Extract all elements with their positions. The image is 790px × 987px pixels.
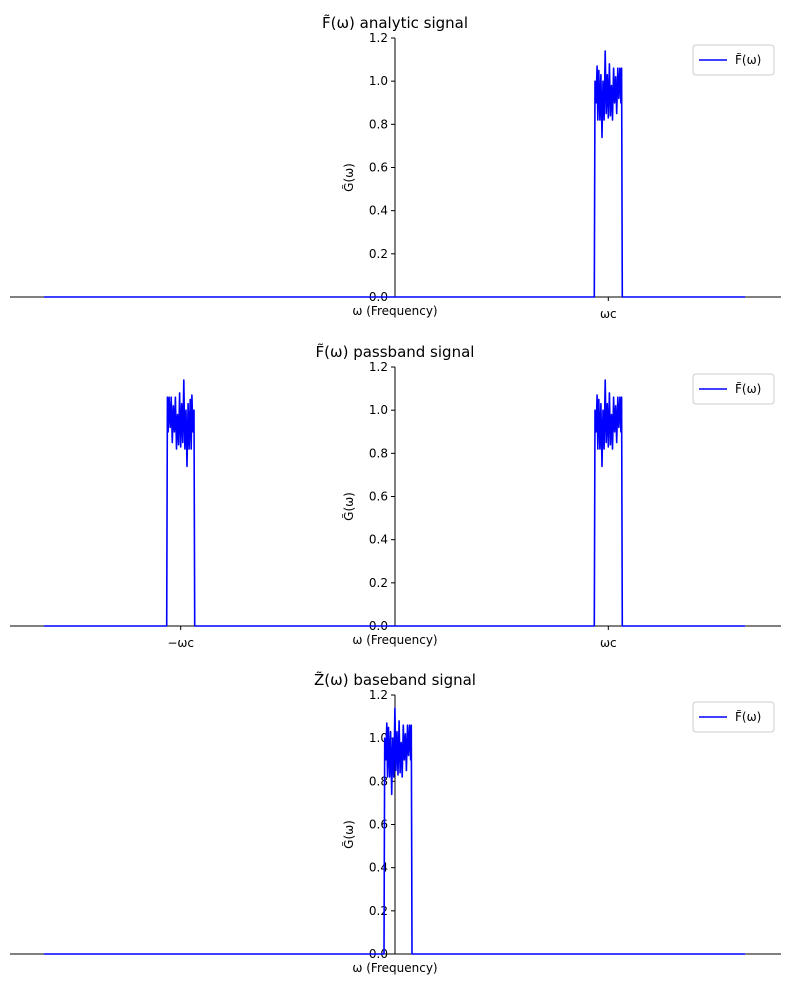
- y-tick-label: 0.8: [369, 446, 388, 460]
- series-line: [44, 50, 745, 298]
- x-axis-label: ω (Frequency): [352, 304, 437, 318]
- legend: F̃(ω): [692, 44, 775, 76]
- subplot-3: Z̃(ω) baseband signal0.00.20.40.60.81.01…: [10, 670, 781, 975]
- subplot-2: F̃(ω) passband signal0.00.20.40.60.81.01…: [10, 342, 781, 650]
- y-tick-label: 0.8: [369, 774, 388, 788]
- legend-entry: F̃(ω): [735, 710, 761, 724]
- x-axis-label: ω (Frequency): [352, 961, 437, 975]
- x-tick-label: ωc: [600, 307, 617, 321]
- series-line: [44, 379, 745, 627]
- y-tick-label: 1.2: [369, 360, 388, 374]
- y-tick-label: 1.2: [369, 31, 388, 45]
- y-tick-label: 1.0: [369, 731, 388, 745]
- legend-entry: F̃(ω): [735, 382, 761, 396]
- y-tick-label: 0.2: [369, 576, 388, 590]
- y-tick-label: 0.2: [369, 247, 388, 261]
- series-line: [44, 707, 745, 955]
- x-tick-label: ωc: [600, 636, 617, 650]
- legend: F̃(ω): [692, 701, 775, 733]
- y-tick-label: 0.4: [369, 533, 388, 547]
- y-tick-label: 0.2: [369, 904, 388, 918]
- y-axis-label: G̃(ω): [342, 820, 356, 849]
- y-tick-label: 0.6: [369, 818, 388, 832]
- chart-title: Z̃(ω) baseband signal: [314, 670, 476, 689]
- legend-entry: F̃(ω): [735, 53, 761, 67]
- legend-box: [692, 373, 775, 405]
- y-tick-label: 1.0: [369, 403, 388, 417]
- subplot-1: F̃(ω) analytic signal0.00.20.40.60.81.01…: [10, 13, 781, 321]
- x-axis-label: ω (Frequency): [352, 633, 437, 647]
- x-tick-label: −ωc: [167, 636, 194, 650]
- legend-box: [692, 44, 775, 76]
- legend-box: [692, 701, 775, 733]
- legend: F̃(ω): [692, 373, 775, 405]
- y-tick-label: 0.8: [369, 117, 388, 131]
- y-tick-label: 0.4: [369, 861, 388, 875]
- y-tick-label: 1.0: [369, 74, 388, 88]
- y-tick-label: 1.2: [369, 688, 388, 702]
- y-tick-label: 0.6: [369, 161, 388, 175]
- y-axis-label: G̃(ω): [342, 492, 356, 521]
- y-tick-label: 0.6: [369, 490, 388, 504]
- y-tick-label: 0.4: [369, 204, 388, 218]
- y-axis-label: G̃(ω): [342, 163, 356, 192]
- chart-title: F̃(ω) analytic signal: [322, 13, 468, 32]
- chart-title: F̃(ω) passband signal: [316, 342, 475, 361]
